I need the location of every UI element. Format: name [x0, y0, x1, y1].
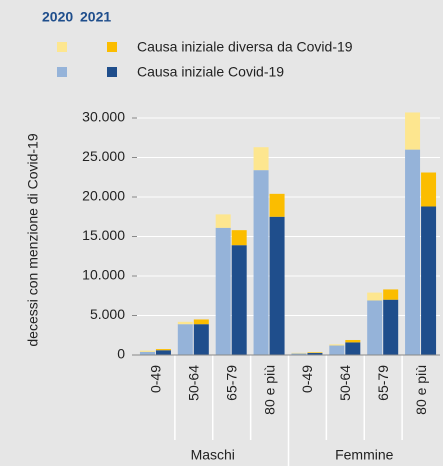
bar-segment — [421, 172, 437, 207]
legend-swatch — [57, 42, 67, 52]
bar-segment — [345, 342, 361, 355]
x-tick-label: 0-49 — [148, 365, 164, 393]
group-label: Femmine — [335, 447, 394, 463]
x-tick-label: 65-79 — [375, 365, 391, 401]
x-tick-label: 80 e più — [413, 365, 429, 415]
bar-segment — [269, 193, 285, 217]
x-tick-label: 65-79 — [223, 365, 239, 401]
bar-segment — [155, 350, 171, 355]
legend-year: 2020 — [42, 9, 73, 25]
bar-segment — [215, 214, 231, 228]
bar-segment — [405, 149, 421, 355]
legend-label: Causa iniziale Covid-19 — [137, 64, 284, 80]
bar-segment — [367, 292, 383, 301]
bar-segment — [193, 319, 209, 325]
y-tick-label: 0 — [117, 346, 125, 362]
bar-segment — [139, 351, 155, 355]
y-axis-label: decessi con menzione di Covid-19 — [25, 133, 41, 346]
bar-segment — [193, 324, 209, 355]
bar-segment — [367, 300, 383, 355]
bar-segment — [307, 353, 323, 355]
x-tick-label: 80 e più — [261, 365, 277, 415]
bar-segment — [329, 344, 345, 346]
bar-segment — [253, 147, 269, 171]
y-tick-label: 5.000 — [90, 306, 125, 322]
x-tick-label: 50-64 — [337, 365, 353, 401]
bar-segment — [291, 353, 307, 355]
x-tick-label: 0-49 — [299, 365, 315, 393]
bar-segment — [231, 245, 247, 355]
bar-segment — [291, 352, 307, 354]
y-tick-label: 30.000 — [82, 109, 125, 125]
bar-segment — [345, 339, 361, 343]
bar-segment — [231, 230, 247, 246]
y-tick-label: 10.000 — [82, 267, 125, 283]
bar-segment — [383, 289, 399, 300]
legend-swatch — [107, 42, 117, 52]
y-tick-label: 25.000 — [82, 148, 125, 164]
legend-swatch — [107, 67, 117, 77]
x-tick-label: 50-64 — [186, 365, 202, 401]
bar-segment — [307, 352, 323, 354]
bar-segment — [383, 299, 399, 355]
bar-segment — [269, 216, 285, 355]
legend-label: Causa iniziale diversa da Covid-19 — [137, 39, 353, 55]
y-tick-label: 15.000 — [82, 227, 125, 243]
bar-segment — [215, 227, 231, 355]
y-tick-label: 20.000 — [82, 188, 125, 204]
bar-segment — [177, 321, 193, 325]
bar-segment — [329, 345, 345, 355]
bar-segment — [139, 350, 155, 352]
legend-swatch — [57, 67, 67, 77]
bar-segment — [253, 170, 269, 355]
legend-year: 2021 — [80, 9, 111, 25]
bar-segment — [155, 349, 171, 351]
bar-segment — [421, 206, 437, 355]
bar-segment — [177, 324, 193, 355]
bar-segment — [405, 112, 421, 150]
group-label: Maschi — [191, 447, 235, 463]
